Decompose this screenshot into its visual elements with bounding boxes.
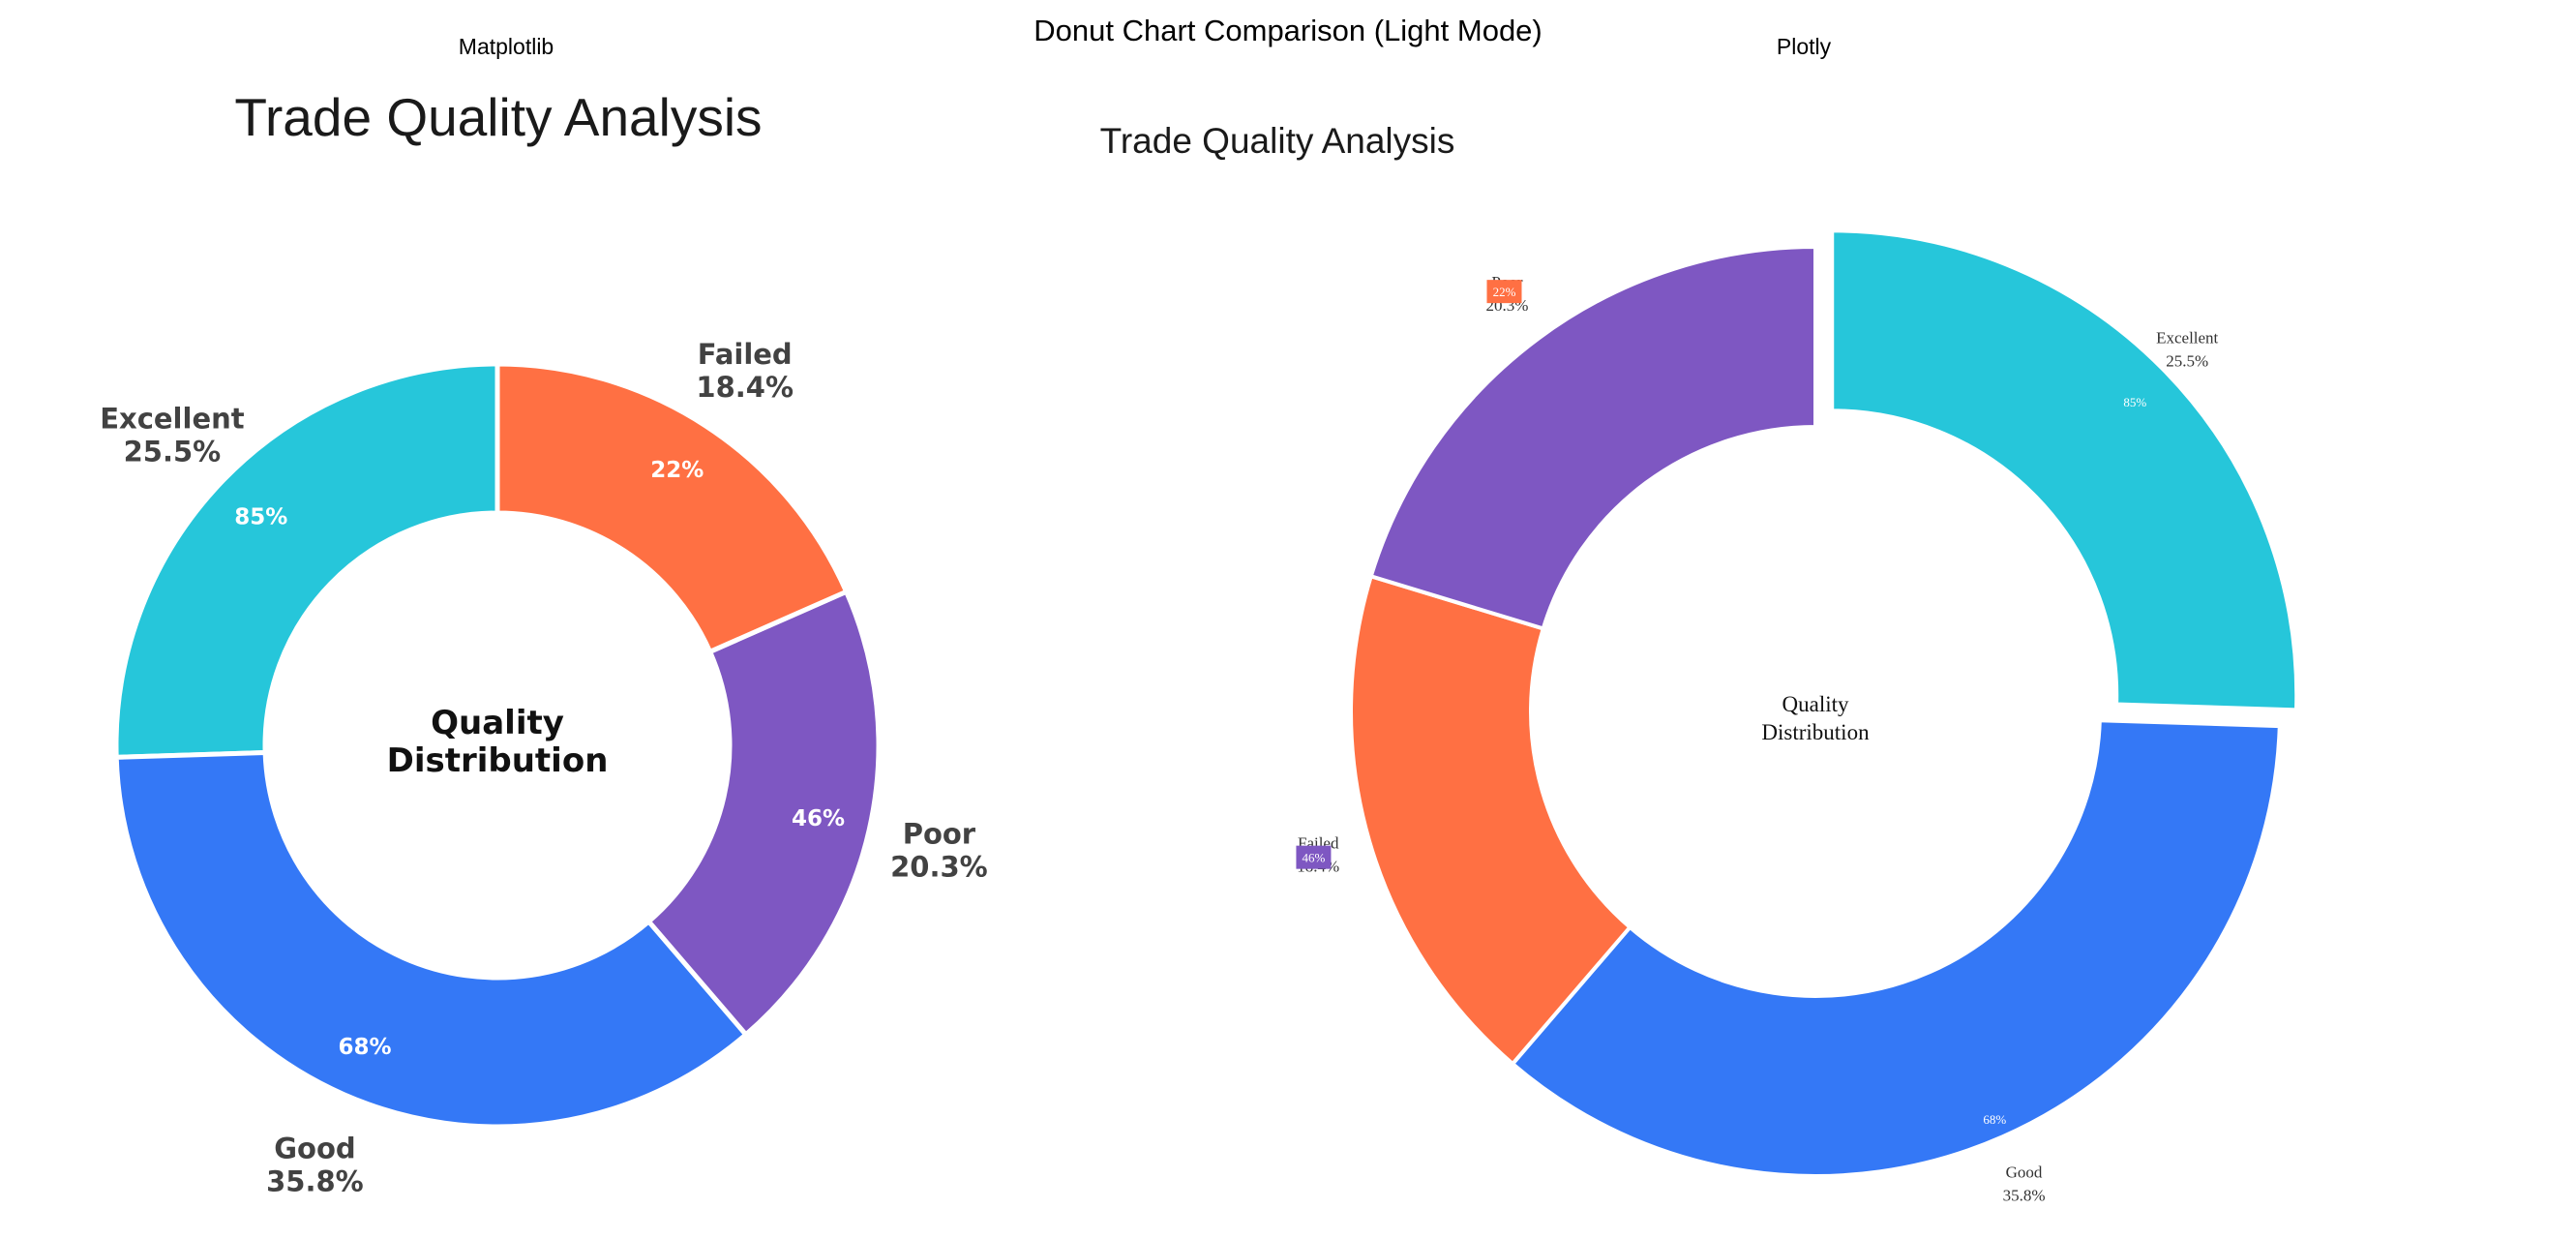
matplotlib-center-text-line2: Distribution [387,741,609,780]
plotly-center-text-line1: Quality [1782,692,1849,716]
mpl-percent-label-excellent: 25.5% [124,435,222,468]
matplotlib-center-text-line1: Quality [431,704,564,742]
plotly-percent-label-excellent: 25.5% [2166,352,2208,371]
mpl-inner-label-good: 68% [338,1035,391,1060]
plotly-slice-good [1510,718,2282,1178]
mpl-slice-failed [494,361,850,655]
plotly-inner-label-0: 85% [2123,395,2146,409]
plotly-chart-title: Trade Quality Analysis [1100,121,1455,161]
plotly-donut [1349,228,2299,1178]
plotly-labels: Excellent25.5%Good35.8%Failed18.4%Poor20… [1296,273,2219,1205]
plotly-slice-poor [1368,244,1817,631]
plotly-percent-label-good: 35.8% [2003,1187,2046,1205]
matplotlib-panel-label: Matplotlib [459,34,554,59]
mpl-category-label-excellent: Excellent [100,402,245,435]
mpl-inner-label-excellent: 85% [234,504,287,529]
mpl-inner-label-poor: 46% [792,806,845,831]
matplotlib-donut [113,361,882,1130]
plotly-slice-failed [1349,573,1633,1067]
svg-text:22%: 22% [1493,285,1516,299]
mpl-percent-label-poor: 20.3% [890,851,988,884]
mpl-slice-good [113,749,750,1130]
mpl-slice-excellent [113,361,500,760]
mpl-category-label-failed: Failed [698,338,793,371]
svg-text:68%: 68% [1983,1112,2006,1127]
plotly-category-label-excellent: Excellent [2156,329,2218,348]
mpl-inner-label-failed: 22% [650,458,704,483]
mpl-percent-label-failed: 18.4% [696,371,794,404]
plotly-inner-label-2: 46% [1296,845,1332,869]
plotly-inner-label-3: 22% [1486,280,1522,304]
plotly-category-label-good: Good [2006,1163,2043,1182]
mpl-category-label-good: Good [274,1132,355,1164]
plotly-center-text-line2: Distribution [1761,720,1870,744]
svg-text:85%: 85% [2123,395,2146,409]
plotly-slice-excellent [1830,228,2299,712]
svg-text:46%: 46% [1303,851,1326,865]
figure-suptitle: Donut Chart Comparison (Light Mode) [1033,14,1543,47]
mpl-slice-poor [644,588,882,1039]
mpl-percent-label-good: 35.8% [266,1164,364,1197]
matplotlib-chart-title: Trade Quality Analysis [234,87,762,147]
plotly-panel-label: Plotly [1777,34,1832,59]
plotly-inner-label-1: 68% [1983,1112,2006,1127]
mpl-category-label-poor: Poor [903,818,976,851]
